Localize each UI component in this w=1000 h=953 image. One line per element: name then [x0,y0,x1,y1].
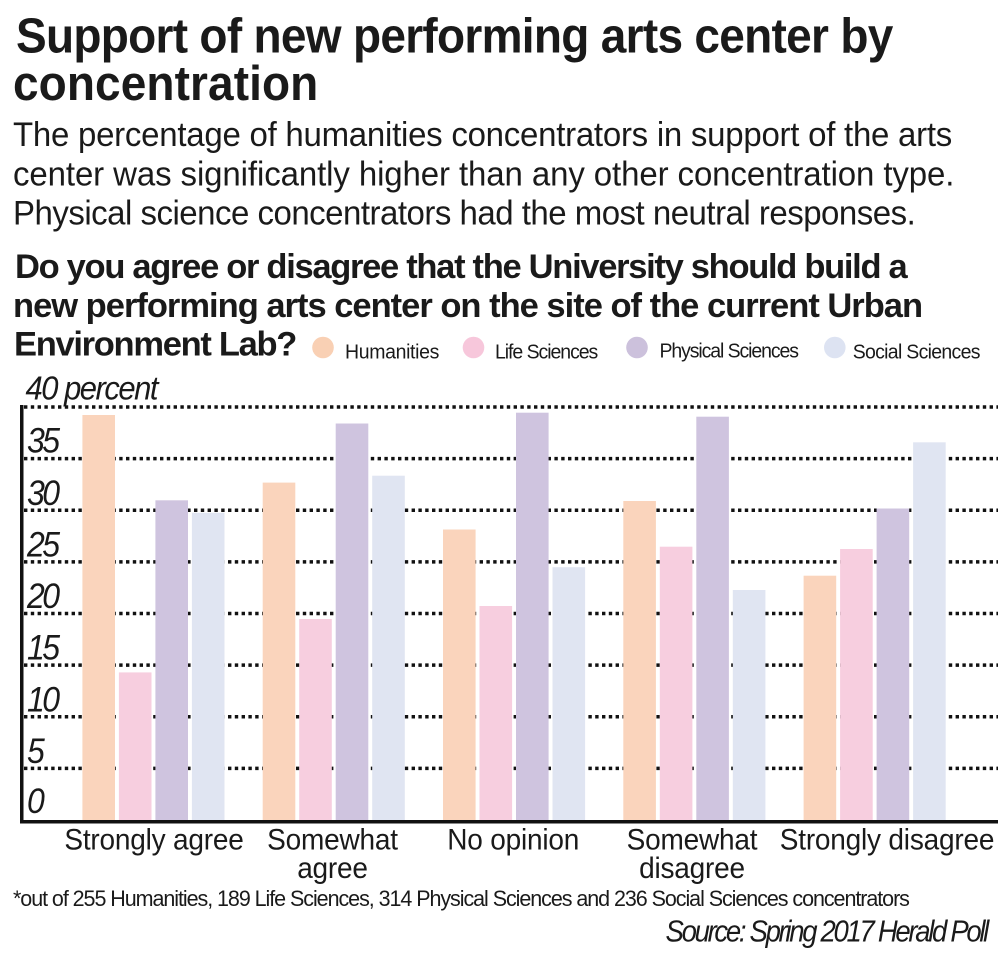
svg-text:Do you agree or disagree that: Do you agree or disagree that the Univer… [15,248,909,286]
svg-text:The percentage of humanities c: The percentage of humanities concentrato… [13,117,952,155]
svg-text:Environment Lab?: Environment Lab? [14,325,296,363]
svg-text:Humanities: Humanities [345,341,439,364]
svg-text:Source: Spring 2017 Herald Pol: Source: Spring 2017 Herald Poll [666,915,991,949]
svg-text:35: 35 [27,422,60,461]
svg-text:Physical Sciences: Physical Sciences [660,340,799,363]
svg-text:Social Sciences: Social Sciences [853,341,981,364]
svg-text:disagree: disagree [639,852,745,885]
svg-text:Physical science concentrators: Physical science concentrators had the m… [13,195,915,233]
svg-text:Somewhat: Somewhat [627,824,758,857]
svg-text:Somewhat: Somewhat [267,824,398,857]
svg-text:Support of new performing arts: Support of new performing arts center by [16,9,894,64]
svg-text:15: 15 [27,629,60,668]
svg-text:25: 25 [26,526,60,565]
svg-text:No opinion: No opinion [447,824,579,857]
svg-text:agree: agree [297,852,368,885]
svg-text:center was significantly highe: center was significantly higher than any… [13,156,954,194]
svg-text:concentration: concentration [13,57,318,112]
svg-text:10: 10 [27,681,60,720]
svg-text:40 percent: 40 percent [26,370,160,407]
svg-text:new performing arts center on: new performing arts center on the site o… [13,287,922,325]
svg-text:Life Sciences: Life Sciences [495,341,598,364]
svg-text:20: 20 [26,578,60,617]
svg-text:Strongly disagree: Strongly disagree [780,824,994,857]
svg-text:Strongly agree: Strongly agree [64,824,243,857]
svg-text:30: 30 [27,475,60,514]
svg-text:*out of 255 Humanities, 189 Li: *out of 255 Humanities, 189 Life Science… [13,886,910,912]
